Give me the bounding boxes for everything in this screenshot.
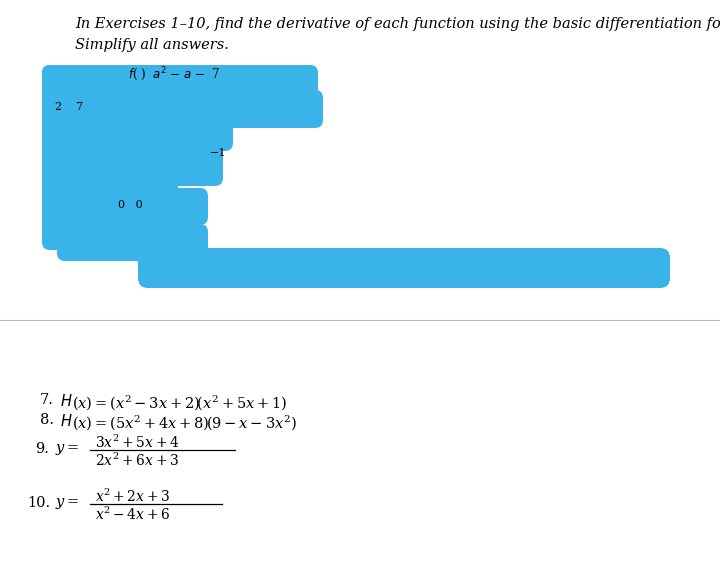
FancyBboxPatch shape (42, 90, 88, 133)
FancyBboxPatch shape (162, 147, 223, 186)
FancyBboxPatch shape (42, 114, 83, 156)
Text: In Exercises 1–10, find the derivative of each function using the basic differen: In Exercises 1–10, find the derivative o… (75, 17, 720, 31)
Text: $y=$: $y=$ (55, 496, 79, 511)
Text: 2    7: 2 7 (55, 102, 83, 112)
Text: $x^2+2x+3$: $x^2+2x+3$ (95, 488, 170, 505)
Text: $\mathit{H}$: $\mathit{H}$ (60, 393, 73, 409)
Text: $\mathit{H}$: $\mathit{H}$ (60, 413, 73, 429)
FancyBboxPatch shape (42, 114, 233, 151)
FancyBboxPatch shape (57, 224, 208, 261)
FancyBboxPatch shape (42, 188, 208, 225)
Text: Simplify all answers.: Simplify all answers. (75, 38, 229, 52)
Text: 0   0: 0 0 (118, 200, 143, 210)
FancyBboxPatch shape (42, 65, 98, 108)
Text: 7.: 7. (40, 393, 54, 407)
Text: −1: −1 (210, 148, 227, 158)
Text: 9.: 9. (35, 442, 49, 456)
FancyBboxPatch shape (42, 139, 203, 176)
Text: $(x)=\left(5x^2+4x+8\right)\!\left(9-x-3x^2\right)$: $(x)=\left(5x^2+4x+8\right)\!\left(9-x-3… (72, 413, 297, 432)
Text: $y=$: $y=$ (55, 442, 79, 457)
Text: $3x^2+5x+4$: $3x^2+5x+4$ (95, 434, 179, 451)
FancyBboxPatch shape (138, 248, 670, 288)
Text: $(x)=\left(x^2-3x+2\right)\!\left(x^2+5x+1\right)$: $(x)=\left(x^2-3x+2\right)\!\left(x^2+5x… (72, 393, 287, 412)
FancyBboxPatch shape (42, 163, 178, 200)
FancyBboxPatch shape (42, 90, 323, 128)
Text: $x^2-4x+6$: $x^2-4x+6$ (95, 506, 171, 523)
Text: $f$( )  $a^2$ $-$ $a$ $-$  7: $f$( ) $a^2$ $-$ $a$ $-$ 7 (128, 65, 220, 82)
Text: $2x^2+6x+3$: $2x^2+6x+3$ (95, 452, 179, 470)
FancyBboxPatch shape (42, 65, 318, 103)
Text: 10.: 10. (27, 496, 50, 510)
FancyBboxPatch shape (42, 213, 128, 250)
Text: 8.: 8. (40, 413, 54, 427)
